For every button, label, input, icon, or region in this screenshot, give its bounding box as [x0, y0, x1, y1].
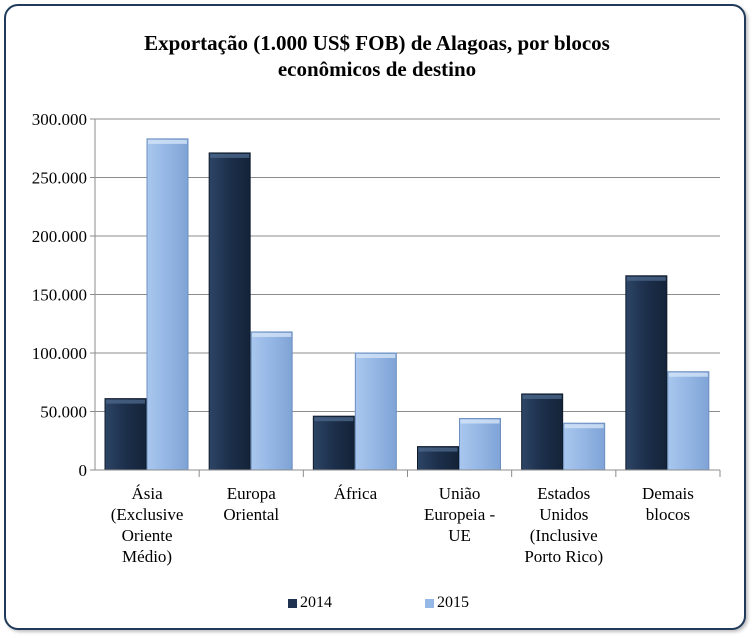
legend-label-2015: 2015 [437, 594, 469, 611]
x-tick-label: (Exclusive [111, 505, 184, 524]
x-tick-label: Porto Rico) [524, 547, 603, 566]
bar-highlight-2015-3 [460, 419, 500, 424]
y-tick-label: 250.000 [32, 169, 87, 188]
bar-highlight-2015-2 [356, 354, 396, 358]
bar-2015-5 [667, 371, 710, 471]
bar-highlight-2015-0 [148, 139, 187, 144]
x-tick-label: União [439, 484, 481, 503]
bar-2015-3 [459, 418, 501, 471]
bar-highlight-2015-4 [564, 424, 604, 429]
x-tick-label: Europeia - [424, 505, 496, 524]
bar-highlight-2014-3 [418, 447, 458, 452]
bar-2015-2 [354, 352, 397, 471]
x-tick-label: Europa [227, 484, 277, 503]
bar-2014-0 [104, 398, 147, 471]
bar-highlight-2014-5 [626, 276, 666, 281]
x-tick-label: Demais [642, 484, 694, 503]
x-tick-label: (Inclusive [530, 526, 598, 545]
bar-highlight-2014-4 [522, 394, 562, 399]
y-tick-label: 150.000 [32, 286, 87, 305]
y-tick-label: 50.000 [40, 403, 87, 422]
chart-title: Exportação (1.000 US$ FOB) de Alagoas, p… [0, 30, 754, 82]
bar-2014-1 [208, 152, 251, 471]
bar-layer [104, 138, 710, 471]
axis-layer: 0 50.000 100.000 150.000 200.000 250.000 300.0… [32, 110, 721, 566]
y-tick-label: 100.000 [32, 344, 87, 363]
chart-title-line-1: Exportação (1.000 US$ FOB) de Alagoas, p… [144, 31, 610, 55]
y-tick-label: 0 [79, 461, 88, 480]
x-tick-label: Unidos [539, 505, 588, 524]
x-tick-label: Oriente [122, 526, 173, 545]
x-tick-label: Médio) [122, 547, 172, 566]
legend-item-2014: 2014 [288, 594, 332, 612]
legend-swatch-2015 [425, 598, 434, 608]
x-tick-label: blocos [646, 505, 690, 524]
bar-highlight-2014-1 [210, 153, 250, 158]
legend-label-2014: 2014 [300, 594, 332, 611]
bar-2015-0 [146, 138, 189, 471]
bar-highlight-2015-5 [668, 372, 708, 377]
y-tick-label: 200.000 [32, 227, 87, 246]
chart-frame [4, 4, 746, 630]
bar-2015-1 [250, 331, 293, 471]
bar-2014-4 [521, 393, 564, 471]
bar-highlight-2014-0 [106, 399, 145, 404]
x-tick-label: UE [448, 526, 471, 545]
legend-swatch-2014 [288, 598, 297, 608]
x-tick-label: Ásia [131, 484, 163, 503]
bar-2015-4 [563, 422, 606, 471]
bar-2014-5 [625, 275, 668, 471]
legend-item-2015: 2015 [425, 594, 469, 612]
bar-highlight-2014-2 [314, 417, 354, 422]
y-tick-label: 300.000 [32, 110, 87, 129]
bar-2014-2 [312, 415, 355, 471]
x-tick-label: Oriental [223, 505, 279, 524]
bar-highlight-2015-1 [252, 332, 292, 337]
chart-title-line-2: econômicos de destino [277, 57, 477, 81]
legend: 2014 2015 [0, 594, 754, 614]
x-tick-label: África [334, 484, 378, 503]
x-tick-label: Estados [537, 484, 590, 503]
